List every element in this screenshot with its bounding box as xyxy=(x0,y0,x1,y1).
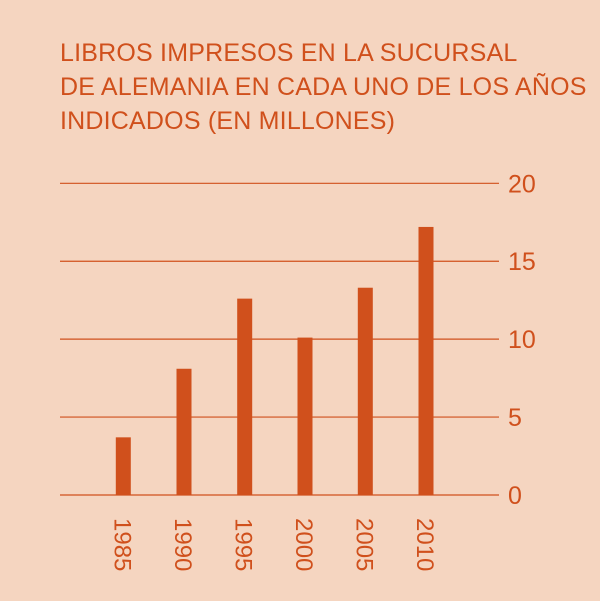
x-tick-label: 2010 xyxy=(411,518,438,571)
y-tick-label: 5 xyxy=(508,404,522,432)
y-tick-label: 15 xyxy=(508,248,536,276)
bar-2000 xyxy=(297,337,313,495)
chart-title: LIBROS IMPRESOS EN LA SUCURSAL DE ALEMAN… xyxy=(60,36,590,138)
y-tick-label: 20 xyxy=(508,170,536,198)
x-tick-label: 1985 xyxy=(108,518,135,571)
chart-title-line: LIBROS IMPRESOS EN LA SUCURSAL xyxy=(60,39,518,67)
x-tick-label: 2000 xyxy=(290,518,317,571)
x-tick-label: 1990 xyxy=(169,518,196,571)
bar-2005 xyxy=(357,287,373,495)
y-tick-label: 0 xyxy=(508,482,522,510)
chart-title-line: DE ALEMANIA EN CADA UNO DE LOS AÑOS xyxy=(60,73,587,101)
bar-1995 xyxy=(237,298,253,495)
bar-2010 xyxy=(418,226,434,496)
x-tick-label: 1995 xyxy=(230,518,257,571)
y-tick-label: 10 xyxy=(508,326,536,354)
chart-title-line: INDICADOS (EN MILLONES) xyxy=(60,107,396,135)
bar-1985 xyxy=(115,437,131,495)
bar-1990 xyxy=(176,368,192,495)
x-tick-label: 2005 xyxy=(350,518,377,571)
